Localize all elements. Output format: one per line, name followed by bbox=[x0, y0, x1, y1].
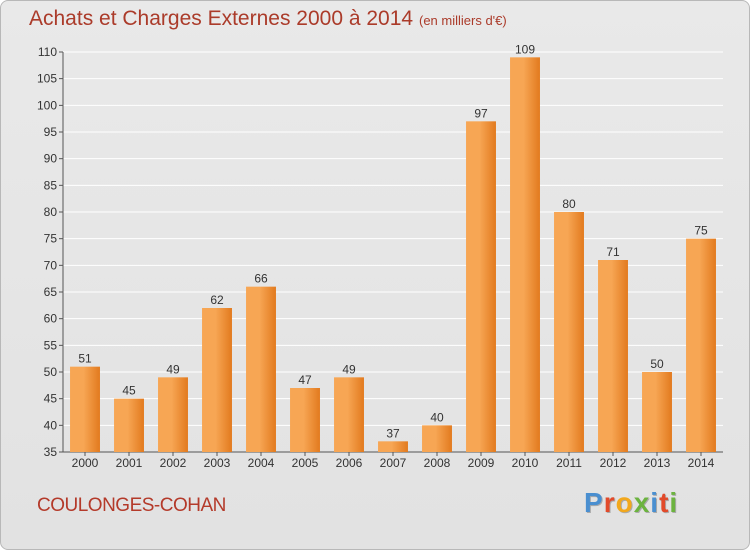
data-label: 40 bbox=[430, 410, 444, 424]
proxiti-logo: Proxiti bbox=[584, 487, 678, 519]
x-tick-label: 2002 bbox=[160, 456, 187, 470]
data-label: 75 bbox=[694, 224, 708, 238]
data-label: 37 bbox=[386, 426, 400, 440]
y-tick-label: 35 bbox=[44, 445, 58, 459]
bar bbox=[70, 366, 100, 452]
bar bbox=[642, 372, 672, 452]
y-tick-label: 70 bbox=[44, 258, 58, 272]
bar bbox=[510, 57, 540, 452]
y-tick-label: 65 bbox=[44, 285, 58, 299]
x-tick-label: 2008 bbox=[424, 456, 451, 470]
logo-letter: o bbox=[615, 487, 634, 518]
data-label: 51 bbox=[78, 352, 92, 366]
x-tick-label: 2003 bbox=[204, 456, 231, 470]
bar bbox=[466, 121, 496, 452]
x-tick-label: 2007 bbox=[380, 456, 407, 470]
bar-chart: 35 40 45 50 55 60 65 70 75 80 85 90 95 100 105 110 51 200… bbox=[37, 42, 723, 470]
data-label: 97 bbox=[474, 106, 488, 120]
x-tick-label: 2010 bbox=[512, 456, 539, 470]
commune-name: COULONGES-COHAN bbox=[37, 495, 226, 516]
y-tick-label: 85 bbox=[44, 178, 58, 192]
bar bbox=[334, 377, 364, 452]
data-label: 80 bbox=[562, 197, 576, 211]
y-tick-label: 110 bbox=[38, 45, 57, 59]
y-tick-label: 45 bbox=[44, 392, 58, 406]
bar bbox=[598, 260, 628, 452]
bar bbox=[686, 238, 716, 452]
chart-title: Achats et Charges Externes 2000 à 2014 bbox=[29, 7, 414, 30]
data-label: 50 bbox=[650, 357, 664, 371]
y-tick-label: 75 bbox=[44, 232, 58, 246]
x-tick-label: 2014 bbox=[688, 456, 715, 470]
bar bbox=[290, 388, 320, 452]
logo-letter: i bbox=[669, 487, 679, 518]
x-tick-label: 2001 bbox=[116, 456, 143, 470]
x-tick-label: 2005 bbox=[292, 456, 319, 470]
bar bbox=[554, 212, 584, 452]
x-tick-label: 2012 bbox=[600, 456, 627, 470]
x-tick-label: 2009 bbox=[468, 456, 495, 470]
data-label: 49 bbox=[166, 362, 180, 376]
bar bbox=[114, 398, 144, 452]
x-tick-label: 2006 bbox=[336, 456, 363, 470]
x-tick-label: 2011 bbox=[556, 456, 582, 470]
data-label: 49 bbox=[342, 362, 356, 376]
data-label: 66 bbox=[254, 272, 268, 286]
bar bbox=[422, 425, 452, 452]
bar bbox=[158, 377, 188, 452]
logo-letter: P bbox=[584, 487, 604, 518]
y-tick-label: 40 bbox=[44, 418, 58, 432]
x-tick-label: 2004 bbox=[248, 456, 275, 470]
y-tick-label: 105 bbox=[37, 72, 57, 86]
logo-letter: t bbox=[659, 487, 670, 518]
y-tick-label: 55 bbox=[44, 338, 58, 352]
logo-letter: r bbox=[603, 487, 616, 518]
data-label: 45 bbox=[122, 384, 136, 398]
data-label: 71 bbox=[606, 245, 620, 259]
bar bbox=[202, 308, 232, 452]
data-label: 47 bbox=[298, 373, 312, 387]
bar bbox=[246, 286, 276, 452]
data-label: 109 bbox=[515, 42, 535, 56]
bar bbox=[378, 441, 408, 452]
logo-letter: x bbox=[633, 487, 651, 518]
y-tick-label: 80 bbox=[44, 205, 58, 219]
unit-note: (en milliers d'€) bbox=[419, 13, 507, 28]
data-label: 62 bbox=[210, 293, 224, 307]
y-tick-label: 60 bbox=[44, 312, 58, 326]
x-tick-label: 2013 bbox=[644, 456, 671, 470]
y-tick-label: 50 bbox=[44, 365, 58, 379]
y-tick-label: 100 bbox=[37, 98, 57, 112]
y-tick-label: 95 bbox=[44, 125, 58, 139]
x-tick-label: 2000 bbox=[72, 456, 99, 470]
logo-letter: i bbox=[650, 487, 660, 518]
y-tick-label: 90 bbox=[44, 152, 58, 166]
